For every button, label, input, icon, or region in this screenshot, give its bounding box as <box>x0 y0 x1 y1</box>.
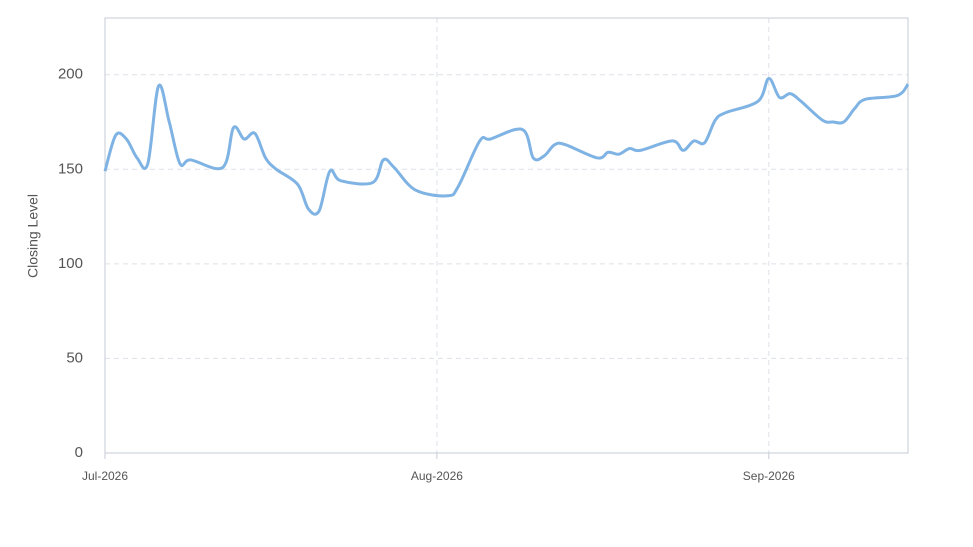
y-tick-label: 0 <box>75 444 83 461</box>
plot-frame <box>104 17 909 454</box>
y-tick-label: 200 <box>58 66 83 83</box>
line-series <box>103 77 910 216</box>
x-tick-label: Aug-2026 <box>411 469 463 483</box>
x-tick-label: Sep-2026 <box>743 469 795 483</box>
y-axis-label: Closing Level <box>25 194 41 278</box>
y-tick-label: 150 <box>58 160 83 177</box>
x-tick-label: Jul-2026 <box>82 469 128 483</box>
y-tick-label: 50 <box>66 349 83 366</box>
y-tick-label: 100 <box>58 255 83 272</box>
